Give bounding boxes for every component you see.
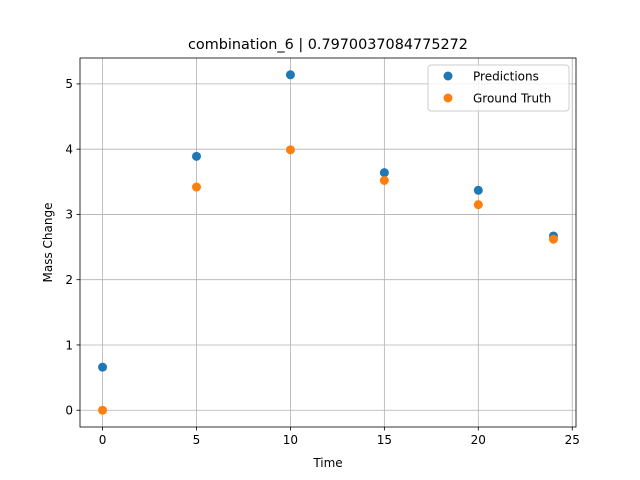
y-tick-label: 3 (65, 208, 73, 222)
point-predictions (191, 151, 201, 161)
x-tick-label: 5 (193, 433, 201, 447)
y-tick-label: 4 (65, 142, 73, 156)
x-tick-label: 10 (283, 433, 298, 447)
point-ground-truth (191, 182, 201, 192)
legend-label-ground-truth: Ground Truth (473, 92, 551, 106)
x-tick-label: 0 (99, 433, 107, 447)
y-tick-label: 2 (65, 273, 73, 287)
point-predictions (379, 168, 389, 178)
y-axis-label: Mass Change (41, 203, 55, 283)
grid-lines (80, 58, 576, 427)
point-predictions (98, 362, 108, 372)
x-axis-label: Time (312, 456, 342, 470)
axis-ticks: 0 5 10 15 20 25 0 1 2 3 4 5 (65, 77, 580, 447)
x-tick-label: 15 (377, 433, 392, 447)
point-predictions (473, 185, 483, 195)
point-ground-truth (473, 200, 483, 210)
x-tick-label: 20 (471, 433, 486, 447)
legend-marker-ground-truth (443, 93, 453, 103)
point-ground-truth (98, 405, 108, 415)
point-ground-truth (379, 175, 389, 185)
data-points (98, 70, 558, 415)
point-ground-truth (285, 145, 295, 155)
legend: Predictions Ground Truth (427, 64, 570, 112)
y-tick-label: 1 (65, 338, 73, 352)
x-tick-label: 25 (565, 433, 580, 447)
y-tick-label: 0 (65, 404, 73, 418)
plot-frame (79, 57, 577, 428)
point-predictions (285, 70, 295, 80)
point-ground-truth (548, 234, 558, 244)
legend-box (427, 64, 570, 112)
y-tick-label: 5 (65, 77, 73, 91)
legend-label-predictions: Predictions (473, 70, 539, 84)
legend-marker-predictions (443, 71, 453, 81)
chart-title: combination_6 | 0.7970037084775272 (188, 37, 468, 53)
